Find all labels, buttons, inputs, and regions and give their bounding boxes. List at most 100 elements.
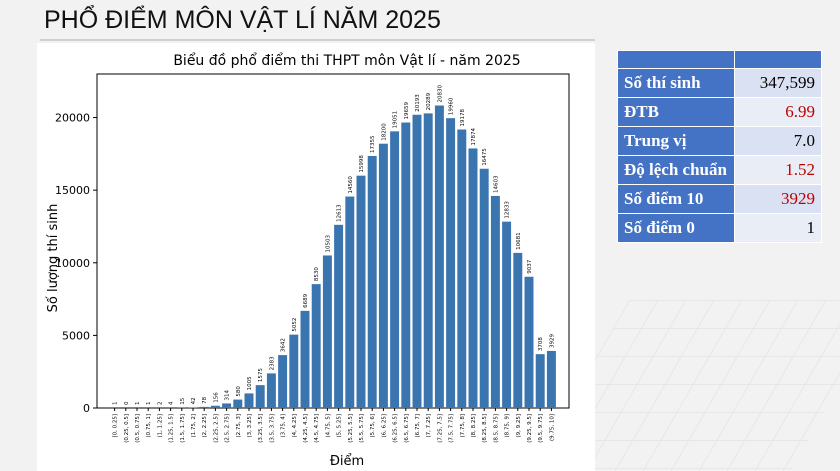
bar xyxy=(434,105,444,408)
y-tick-label: 10000 xyxy=(55,257,90,270)
x-tick-label: (9.75, 10] xyxy=(549,414,555,441)
bar xyxy=(378,143,388,408)
stat-value: 1.52 xyxy=(734,155,822,185)
x-tick-label: (5.75, 6] xyxy=(370,414,376,438)
bar xyxy=(367,155,377,408)
stats-row: Độ lệch chuẩn 1.52 xyxy=(617,155,822,185)
bar xyxy=(423,113,433,408)
bar-value-labels: 1 0 1 1 2 4 15 42 78 156 314 580 1005 1575 2383 3642 505… xyxy=(113,85,556,405)
x-tick-label: (6.25, 6.5] xyxy=(393,414,399,443)
x-tick-label: (1.25, 1.5] xyxy=(169,414,175,443)
bar xyxy=(244,393,254,408)
bar xyxy=(468,148,478,408)
bar-value-label: 19960 xyxy=(449,97,455,115)
x-tick-label: [0, 0.25] xyxy=(113,414,119,438)
bar-value-label: 20289 xyxy=(426,92,432,110)
y-tick-label: 5000 xyxy=(62,329,90,342)
x-axis-label: Điểm xyxy=(330,454,364,469)
bar-value-label: 1 xyxy=(135,401,141,405)
y-tick-label: 15000 xyxy=(55,184,90,197)
stat-label: Số điểm 10 xyxy=(617,184,735,214)
bar xyxy=(457,129,467,409)
bar xyxy=(222,403,232,408)
bar-value-label: 16475 xyxy=(482,148,488,166)
bars-group xyxy=(110,105,556,409)
bar-value-label: 6689 xyxy=(303,293,309,307)
bar xyxy=(233,399,243,408)
chart-title: Biểu đồ phổ điểm thi THPT môn Vật lí - n… xyxy=(173,52,520,69)
bar-value-label: 78 xyxy=(202,396,208,403)
bar-value-label: 580 xyxy=(236,386,242,397)
x-tick-label: (2.75, 3] xyxy=(236,414,242,438)
y-tick-label: 20000 xyxy=(55,112,90,125)
bar-value-label: 14560 xyxy=(348,176,354,194)
bar xyxy=(210,405,220,408)
y-axis-label: Số lượng thí sinh xyxy=(46,204,61,313)
x-tick-label: (9.25, 9.5] xyxy=(527,414,533,443)
x-tick-label: (5, 5.25] xyxy=(337,414,343,438)
bar-value-label: 1575 xyxy=(258,368,264,382)
chart-panel: Biểu đồ phổ điểm thi THPT môn Vật lí - n… xyxy=(37,43,595,471)
x-tick-label: (2.5, 2.75] xyxy=(225,414,231,443)
bar-value-label: 15 xyxy=(180,397,186,404)
bar xyxy=(345,196,355,408)
x-tick-label: (6.5, 6.75] xyxy=(404,414,410,443)
x-tick-label: (2.25, 2.5] xyxy=(213,414,219,443)
bar-value-label: 8530 xyxy=(314,267,320,281)
bar-value-label: 42 xyxy=(191,397,197,404)
bar-value-label: 15998 xyxy=(359,155,365,173)
stat-label: Độ lệch chuẩn xyxy=(617,155,735,185)
x-tick-label: (4, 4.25] xyxy=(292,414,298,438)
bar-value-label: 4 xyxy=(169,401,175,405)
x-tick-label: (4.75, 5] xyxy=(325,414,331,438)
bar xyxy=(535,354,545,408)
bar xyxy=(390,131,400,408)
x-tick-label: (7, 7.25] xyxy=(426,414,432,438)
bar-value-label: 19178 xyxy=(460,109,466,127)
bar xyxy=(490,195,500,408)
x-tick-label: (9.5, 9.75] xyxy=(538,414,544,443)
stats-table: Số thí sinh 347,599 ĐTB 6.99 Trung vị 7.… xyxy=(617,50,822,243)
bar-value-label: 2383 xyxy=(269,356,275,370)
title-divider xyxy=(40,39,595,41)
x-tick-label: (9, 9.25] xyxy=(516,414,522,438)
bar xyxy=(311,284,321,408)
bar-value-label: 1 xyxy=(113,401,119,405)
x-tick-label: (3.5, 3.75] xyxy=(269,414,275,443)
bar-value-label: 0 xyxy=(124,401,130,405)
bar-value-label: 20830 xyxy=(437,85,443,103)
x-tick-label: (7.75, 8] xyxy=(460,414,466,438)
x-tick-label: (1.75, 2] xyxy=(191,414,197,438)
y-axis-ticks: 0 5000 10000 15000 20000 xyxy=(55,112,97,415)
stat-value: 7.0 xyxy=(734,126,822,156)
bar xyxy=(446,118,456,408)
bar-value-label: 18200 xyxy=(381,123,387,141)
x-tick-label: (8.25, 8.5] xyxy=(482,414,488,443)
stats-row: Số điểm 10 3929 xyxy=(617,184,822,214)
bar xyxy=(266,373,276,408)
bar xyxy=(188,407,198,408)
x-tick-label: (4.5, 4.75] xyxy=(314,414,320,443)
x-tick-label: (3.75, 4] xyxy=(281,414,287,438)
x-tick-label: (0.5, 0.75] xyxy=(135,414,141,443)
x-tick-label: (8, 8.25] xyxy=(471,414,477,438)
bar xyxy=(356,175,366,408)
bar-value-label: 17874 xyxy=(471,127,477,145)
x-tick-label: (6, 6.25] xyxy=(381,414,387,438)
bar-value-label: 14603 xyxy=(493,175,499,193)
x-tick-label: (8.5, 8.75] xyxy=(493,414,499,443)
bar-value-label: 1005 xyxy=(247,376,253,390)
stat-value: 3929 xyxy=(734,184,822,214)
bar xyxy=(334,224,344,408)
slide-title: PHỔ ĐIỂM MÔN VẬT LÍ NĂM 2025 xyxy=(44,6,441,34)
bar-value-label: 5052 xyxy=(292,318,298,332)
x-tick-label: (1.5, 1.75] xyxy=(180,414,186,443)
stats-row: Số điểm 0 1 xyxy=(617,213,822,243)
plot-area-frame xyxy=(96,73,570,409)
bar xyxy=(300,310,310,408)
bar-value-label: 17355 xyxy=(370,135,376,153)
bar xyxy=(401,122,411,409)
score-distribution-chart: Biểu đồ phổ điểm thi THPT môn Vật lí - n… xyxy=(46,52,570,469)
bar-value-label: 10503 xyxy=(325,234,331,252)
bar xyxy=(255,385,265,408)
